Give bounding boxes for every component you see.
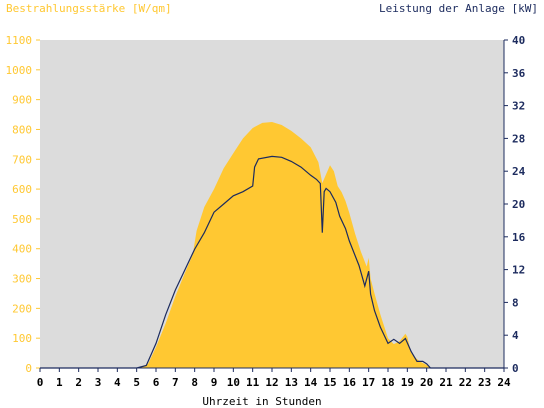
right-axis: 0 4 8 12 16 20 24 28 32 36 40: [504, 34, 526, 375]
right-tick-label: 32: [512, 100, 525, 113]
x-tick-label: 13: [285, 376, 298, 389]
left-axis-title: Bestrahlungsstärke [W/qm]: [6, 2, 172, 15]
left-tick-label: 800: [12, 123, 32, 136]
x-axis-title: Uhrzeit in Stunden: [202, 395, 321, 408]
right-tick-label: 24: [512, 165, 526, 178]
left-tick-label: 500: [12, 213, 32, 226]
x-tick-label: 21: [439, 376, 453, 389]
left-tick-label: 900: [12, 94, 32, 107]
x-tick-label: 1: [56, 376, 63, 389]
right-tick-label: 40: [512, 34, 525, 47]
x-tick-label: 23: [478, 376, 491, 389]
x-tick-label: 20: [420, 376, 433, 389]
x-axis: 0 1 2 3 4 5 6 7 8 9 10 11 12 13 14 15 16 17 18 19 20 21 22 23 24: [37, 368, 511, 389]
left-tick-label: 700: [12, 153, 32, 166]
left-axis: 0 100 200 300 400 500 600 700 800 900 1000 1100: [6, 34, 40, 375]
left-tick-label: 600: [12, 183, 32, 196]
right-axis-title: Leistung der Anlage [kW]: [379, 2, 538, 15]
right-tick-label: 20: [512, 198, 525, 211]
x-tick-label: 22: [459, 376, 472, 389]
x-tick-label: 17: [362, 376, 375, 389]
right-tick-label: 4: [512, 329, 519, 342]
x-tick-label: 11: [246, 376, 260, 389]
x-tick-label: 3: [95, 376, 102, 389]
x-tick-label: 2: [75, 376, 82, 389]
x-tick-label: 12: [265, 376, 278, 389]
left-tick-label: 100: [12, 332, 32, 345]
left-tick-label: 200: [12, 302, 32, 315]
x-tick-label: 9: [211, 376, 218, 389]
x-tick-label: 8: [191, 376, 198, 389]
x-tick-label: 6: [153, 376, 160, 389]
x-tick-label: 0: [37, 376, 44, 389]
x-tick-label: 7: [172, 376, 179, 389]
left-tick-label: 0: [25, 362, 32, 375]
x-tick-label: 15: [323, 376, 336, 389]
x-tick-label: 5: [133, 376, 140, 389]
right-tick-label: 16: [512, 231, 526, 244]
x-tick-label: 19: [401, 376, 414, 389]
right-tick-label: 8: [512, 296, 519, 309]
irradiance-area: [40, 122, 504, 368]
right-tick-label: 28: [512, 132, 525, 145]
x-tick-label: 18: [381, 376, 394, 389]
left-tick-label: 1100: [6, 34, 33, 47]
left-tick-label: 1000: [6, 64, 33, 77]
left-tick-label: 400: [12, 243, 32, 256]
right-tick-label: 0: [512, 362, 519, 375]
power-line: [40, 155, 504, 369]
x-tick-label: 24: [497, 376, 511, 389]
right-tick-label: 12: [512, 264, 525, 277]
x-tick-label: 4: [114, 376, 121, 389]
right-tick-label: 36: [512, 67, 526, 80]
x-tick-label: 10: [227, 376, 240, 389]
x-tick-label: 16: [343, 376, 357, 389]
x-tick-label: 14: [304, 376, 318, 389]
left-tick-label: 300: [12, 273, 32, 286]
